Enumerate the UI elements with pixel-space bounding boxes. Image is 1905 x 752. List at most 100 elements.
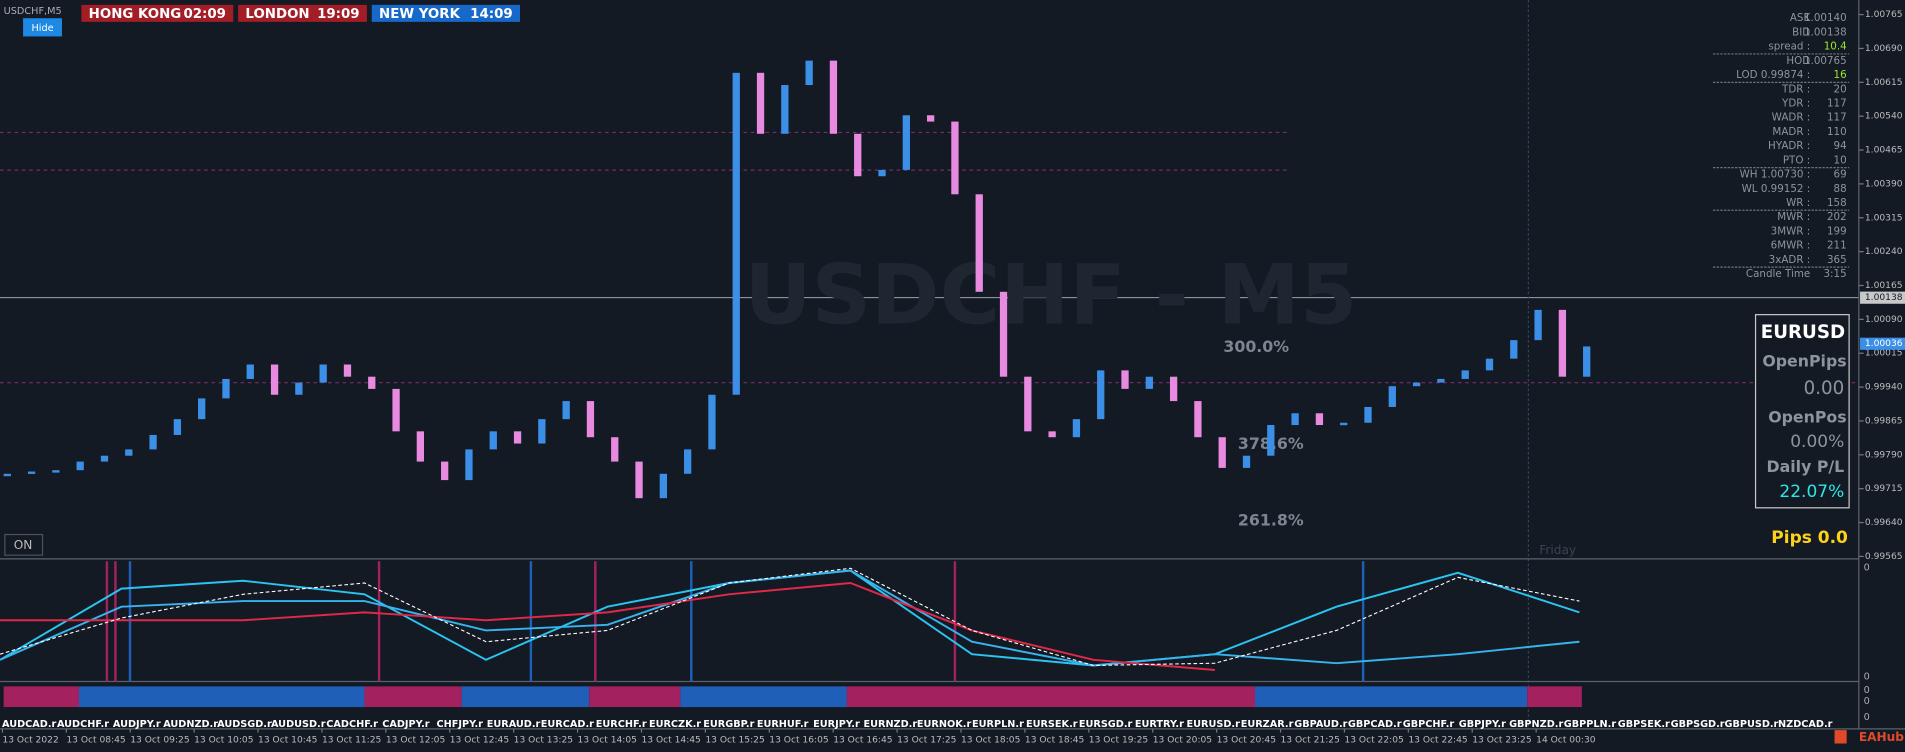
candle [1169,376,1178,402]
info-label: WL 0.99152 : [1742,183,1811,195]
info-value: 88 [1834,183,1847,195]
time-label: 13 Oct 15:25 [705,735,764,745]
info-label: Candle Time [1746,268,1810,280]
info-label: MADR : [1772,126,1810,138]
on-button-text[interactable]: ON [14,538,33,552]
pips-label: Pips 0.0 [1771,528,1848,548]
hide-button[interactable] [23,18,62,37]
info-label: 3xADR : [1769,254,1811,266]
info-label: WADR : [1772,112,1811,124]
candle [1242,455,1251,468]
candle [513,431,522,444]
candle [173,419,182,435]
pane-zero: 0 [1864,712,1870,723]
strip-block [3,686,79,708]
candle [76,461,84,471]
symbol-tab: EURTRY.r [1135,719,1184,730]
info-value: 69 [1834,169,1847,181]
info-label: HOD [1786,55,1810,67]
candle [1291,413,1299,426]
candle [1340,422,1348,426]
symbol-tab: NZDCAD.r [1778,719,1833,730]
candle [1121,370,1129,389]
symbol-tab: GBPPLN.r [1564,719,1617,730]
candle [1097,370,1105,420]
price-tag [1860,291,1905,304]
candle [732,72,740,395]
candle [805,60,813,86]
time-label: 13 Oct 12:45 [450,735,509,745]
info-value: 158 [1827,197,1847,209]
candle [1024,376,1032,432]
watermark: USDCHF - M5 [744,248,1357,344]
indicator-line [0,581,1216,671]
info-label: HYADR : [1768,140,1810,152]
clock-time: 14:09 [470,7,513,22]
candle [295,382,303,395]
time-label: 13 Oct 22:45 [1408,735,1467,745]
symbol-label: USDCHF,M5 [4,6,62,17]
hide-button-text[interactable]: Hide [31,23,53,34]
clock-time: 19:09 [317,7,360,22]
symbol-tab: GBPJPY.r [1459,719,1506,730]
candle [756,72,765,134]
indicator-line [0,567,1580,667]
time-label: 13 Oct 16:05 [769,735,828,745]
symbol-tab: EURSGD.r [1079,719,1133,730]
symbol-tab: EURCZK.r [649,719,701,730]
candle [1534,309,1542,341]
candle [270,364,279,395]
candle [1510,340,1518,359]
box-symbol: EURUSD [1761,322,1845,343]
candle [902,115,910,170]
symbol-tab: EURSEK.r [1026,719,1078,730]
candle [441,461,449,481]
candle [1048,431,1056,438]
symbol-tab: AUDCAD.r [2,719,57,730]
candle [1412,382,1421,387]
candle [1072,419,1081,438]
clock-box [238,4,367,22]
time-label: 13 Oct 13:25 [514,735,573,745]
candle [100,455,109,462]
symbol-tab: EURGBP.r [703,719,754,730]
on-button[interactable] [4,533,44,556]
candle [781,85,789,134]
strip-block [680,686,847,708]
price-label: 1.00465 [1865,146,1903,156]
symbol-tab: EURHUF.r [757,719,809,730]
symbol-tab: EURNZD.r [863,719,917,730]
info-label: YDR : [1781,98,1810,110]
box-value: 0.00 [1804,378,1845,399]
time-label: 13 Oct 10:05 [194,735,253,745]
price-label: 0.99565 [1865,552,1903,562]
candle [562,401,570,420]
candle [1364,406,1372,423]
candle [1267,425,1275,456]
info-value: 117 [1827,112,1847,124]
price-label: 0.99715 [1865,484,1903,494]
indicator-line [0,569,1580,667]
strip-block [78,686,365,708]
clock-time: 02:09 [183,7,226,22]
fib-label: 261.8% [1238,511,1304,530]
price-tag-text: 1.00036 [1865,339,1903,349]
price-label: 0.99640 [1865,518,1903,528]
symbol-tab: AUDJPY.r [113,719,161,730]
fib-label: 300.0% [1223,337,1289,356]
candle [829,60,838,134]
price-label: 1.00090 [1865,315,1903,325]
info-label: 3MWR : [1771,225,1811,237]
price-label: 1.00615 [1865,78,1903,88]
candle [416,431,425,462]
clock-city: LONDON [245,7,309,22]
pane-zero: 0 [1864,562,1870,573]
candle [854,133,862,177]
box-label: OpenPos [1768,407,1846,426]
info-value: 16 [1834,69,1847,81]
candle [708,394,716,450]
candle [1583,346,1591,377]
time-label: 13 Oct 2022 [2,735,58,745]
price-label: 1.00690 [1865,44,1903,54]
